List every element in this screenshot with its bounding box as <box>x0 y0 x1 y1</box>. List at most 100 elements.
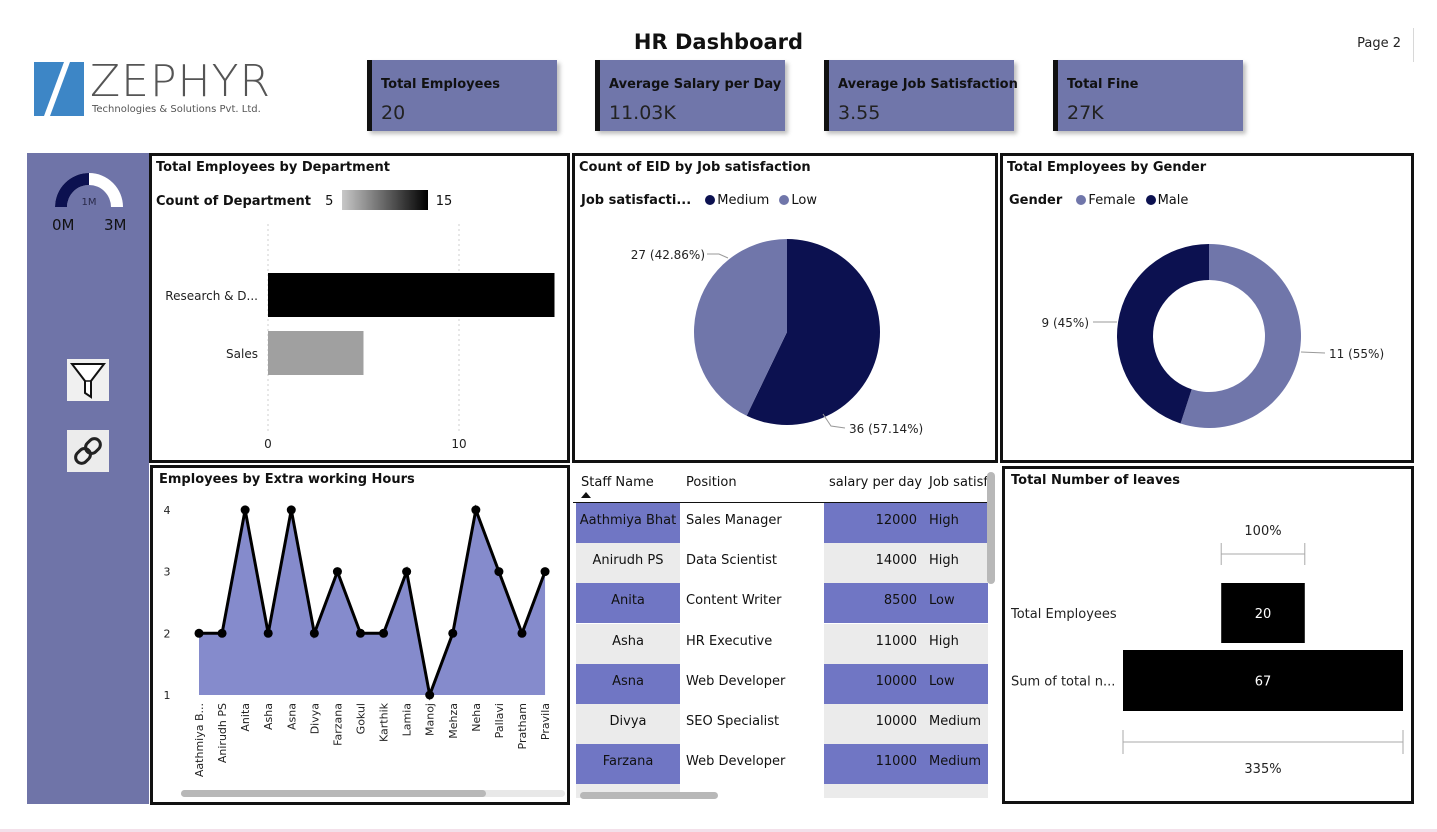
kpi-card-average-salary[interactable]: Average Salary per Day 11.03K <box>595 60 785 131</box>
bar <box>268 273 555 317</box>
kpi-value: 11.03K <box>609 102 676 124</box>
panel-title: Count of EID by Job satisfaction <box>579 160 811 175</box>
column-header-job-satisfaction[interactable]: Job satisf <box>929 475 988 490</box>
department-bar-panel[interactable]: Total Employees by Department Count of D… <box>149 153 570 463</box>
kpi-card-total-fine[interactable]: Total Fine 27K <box>1053 60 1243 131</box>
cell-position: Web Developer <box>686 673 786 689</box>
filter-icon[interactable] <box>67 359 109 401</box>
data-point <box>286 505 296 515</box>
funnel-bar <box>1123 650 1403 711</box>
x-tick-label: Divya <box>308 703 321 734</box>
kpi-card-total-employees[interactable]: Total Employees 20 <box>367 60 557 131</box>
funnel-bar <box>1221 583 1305 643</box>
cell-staff-name: Aathmiya Bhat <box>576 503 680 543</box>
table-row[interactable]: Anirudh PS Data Scientist 14000 High <box>573 543 988 584</box>
x-tick-label: 0 <box>264 437 272 451</box>
kpi-value: 3.55 <box>838 102 881 124</box>
column-header-staff-name[interactable]: Staff Name <box>581 475 654 490</box>
data-point <box>471 505 481 515</box>
legend-title: Count of Department <box>156 194 311 209</box>
category-label: Total Employees <box>1010 607 1117 622</box>
cell-staff-name: Asna <box>576 663 680 704</box>
employee-table[interactable]: Staff Name Position salary per day Job s… <box>573 466 998 804</box>
sort-ascending-icon[interactable] <box>581 492 591 498</box>
legend-item-female: Female <box>1088 193 1136 208</box>
x-tick-label: Aathmiya B... <box>193 703 206 777</box>
table-row[interactable]: Aathmiya Bhat Sales Manager 12000 High <box>573 503 988 543</box>
column-header-salary[interactable]: salary per day <box>829 475 923 490</box>
x-tick-label: Manoj <box>424 703 437 736</box>
kpi-label: Average Salary per Day <box>609 77 782 92</box>
donut-segment <box>1180 244 1301 428</box>
panel-title: Total Employees by Department <box>156 160 390 175</box>
x-tick-label: Neha <box>470 703 483 732</box>
table-row[interactable]: Farzana Web Developer 11000 Medium <box>573 744 988 785</box>
table-header: Staff Name Position salary per day Job s… <box>573 466 988 503</box>
table-row[interactable]: Divya SEO Specialist 10000 Medium <box>573 704 988 744</box>
extra-hours-area-panel[interactable]: Employees by Extra working Hours 1 2 3 4 Aat… <box>150 465 570 805</box>
data-point <box>402 567 412 577</box>
table-row[interactable]: Anita Content Writer 8500 Low <box>573 583 988 624</box>
gradient-bar <box>341 190 428 210</box>
cell-staff-name: Anita <box>576 583 680 624</box>
horizontal-scrollbar-track[interactable] <box>181 790 565 797</box>
cell-position: Data Scientist <box>686 553 777 569</box>
link-icon[interactable] <box>67 430 109 472</box>
cell-position: Sales Manager <box>686 513 782 528</box>
data-point <box>217 628 227 638</box>
donut-segment <box>1117 244 1209 424</box>
data-point <box>540 567 550 577</box>
leaves-panel[interactable]: Total Number of leaves 100% 20 Total Emplo… <box>1002 466 1414 804</box>
leader-line <box>822 413 846 429</box>
cell-position: Web Developer <box>686 754 786 770</box>
data-label: 27 (42.86%) <box>631 248 705 262</box>
bar <box>268 331 364 375</box>
gauge: 1M <box>55 173 123 208</box>
extra-hours-area-chart: 1 2 3 4 Aathmiya B... Anirudh PS Anita Asha Asna… <box>164 504 553 777</box>
gradient-min-label: 5 <box>325 194 334 209</box>
kpi-label: Total Fine <box>1067 77 1139 92</box>
percent-label: 100% <box>1244 524 1281 539</box>
legend-item-low: Low <box>791 193 818 208</box>
area-fill <box>199 509 546 695</box>
y-tick-label: 4 <box>164 504 171 517</box>
gender-donut-panel[interactable]: Total Employees by Gender Gender Female … <box>1000 153 1414 463</box>
department-bar-chart: 0 10 Research & D... Sales <box>165 224 555 451</box>
cell-salary: 11000 <box>824 744 923 785</box>
x-tick-label: Anita <box>239 703 252 732</box>
pie-legend: Job satisfacti... Medium Low <box>581 193 817 208</box>
cell-salary: 10000 <box>824 663 923 704</box>
panel-title: Employees by Extra working Hours <box>159 472 415 487</box>
cell-job-satisfaction: Medium <box>923 744 988 785</box>
legend-dot-medium <box>705 195 716 205</box>
logo-wordmark: ZEPHYR <box>90 56 272 107</box>
data-point <box>355 628 365 638</box>
data-label: 36 (57.14%) <box>849 422 923 436</box>
horizontal-scrollbar-thumb[interactable] <box>580 792 718 799</box>
table-row[interactable]: Asna Web Developer 10000 Low <box>573 663 988 704</box>
legend-item-male: Male <box>1157 193 1189 208</box>
company-logo: ZEPHYR Technologies & Solutions Pvt. Ltd… <box>30 56 270 126</box>
panel-title: Total Employees by Gender <box>1007 160 1207 175</box>
x-tick-label: Asha <box>262 703 275 730</box>
kpi-value: 20 <box>381 102 406 124</box>
job-satisfaction-pie-panel[interactable]: Count of EID by Job satisfaction Job sat… <box>572 153 998 463</box>
table-row[interactable]: Asha HR Executive 11000 High <box>573 623 988 664</box>
x-tick-label: Farzana <box>331 703 344 746</box>
cell-salary: 8500 <box>824 583 923 624</box>
data-label: 20 <box>1255 607 1272 622</box>
pie-slice <box>746 239 880 425</box>
data-point <box>448 628 458 638</box>
column-header-position[interactable]: Position <box>686 475 737 490</box>
legend-dot-low <box>779 195 790 205</box>
x-tick-label: Gokul <box>354 703 367 734</box>
leader-line <box>1300 351 1326 354</box>
leader-line <box>707 253 729 259</box>
horizontal-scrollbar-thumb[interactable] <box>181 790 486 797</box>
kpi-card-job-satisfaction[interactable]: Average Job Satisfaction 3.55 <box>824 60 1018 131</box>
vertical-scrollbar-thumb[interactable] <box>987 472 995 584</box>
donut-legend: Gender Female Male <box>1009 193 1188 208</box>
cell-salary: 10000 <box>824 704 923 744</box>
kpi-value: 27K <box>1067 102 1104 124</box>
y-tick-label: 3 <box>164 566 171 579</box>
